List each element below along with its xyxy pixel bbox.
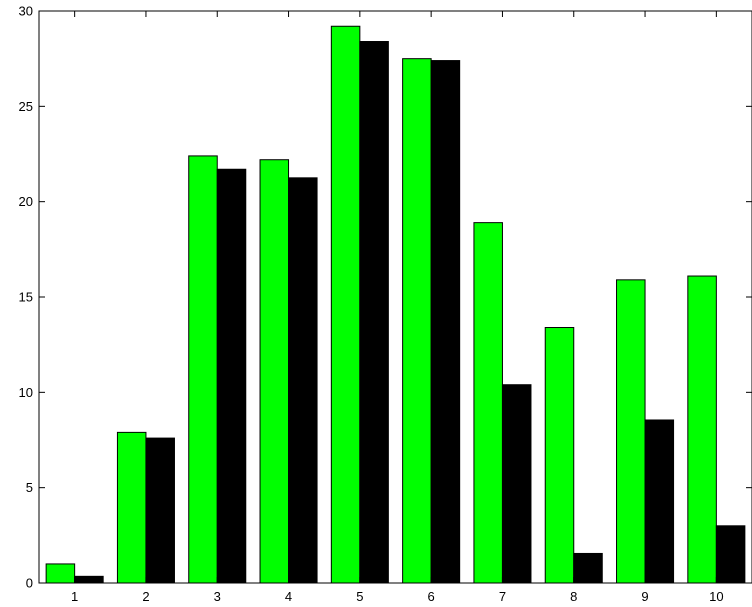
- bar-series1-cat5: [330, 25, 361, 584]
- x-tick-label: 9: [641, 589, 648, 604]
- y-tick-label: 5: [26, 480, 33, 495]
- bar-series2-cat3: [216, 168, 247, 584]
- bar-series1-cat9: [616, 279, 646, 584]
- y-tick-label: 10: [19, 385, 33, 400]
- x-tick-label: 5: [356, 589, 363, 604]
- x-tick-label: 2: [142, 589, 149, 604]
- bar-series1-cat3: [188, 155, 218, 584]
- bar-series2-cat10: [715, 525, 746, 584]
- bar-series1-cat10: [687, 275, 717, 584]
- x-tick-label: 3: [214, 589, 221, 604]
- x-tick-label: 7: [499, 589, 506, 604]
- bar-series1-cat8: [544, 327, 575, 584]
- bar-series2-cat8: [573, 552, 603, 584]
- bar-series2-cat4: [288, 177, 318, 584]
- y-tick-label: 15: [19, 290, 33, 305]
- bar-series1-cat2: [116, 431, 147, 584]
- bar-series1-cat1: [45, 563, 76, 584]
- x-tick-label: 10: [709, 589, 723, 604]
- bar-series2-cat7: [501, 384, 532, 584]
- bar-series2-cat9: [644, 419, 675, 584]
- y-tick-label: 0: [26, 576, 33, 591]
- bars-layer: [45, 25, 746, 584]
- bar-series1-cat6: [402, 58, 432, 584]
- bar-series1-cat4: [259, 159, 290, 584]
- bar-series2-cat6: [430, 60, 461, 584]
- tick-labels-layer: 0 5 10 15 20 25 30 1 2 3 4 5 6 7 8 9 10: [19, 4, 724, 605]
- bar-series2-cat5: [359, 41, 389, 584]
- y-tick-label: 20: [19, 194, 33, 209]
- axes-layer: [38, 10, 752, 584]
- bar-series2-cat2: [145, 437, 175, 584]
- bar-series1-cat7: [473, 222, 503, 584]
- x-tick-label: 1: [71, 589, 78, 604]
- x-tick-label: 8: [570, 589, 577, 604]
- x-tick-label: 4: [285, 589, 292, 604]
- y-tick-label: 30: [19, 4, 33, 19]
- y-tick-label: 25: [19, 99, 33, 114]
- x-tick-label: 6: [428, 589, 435, 604]
- bar-series2-cat1: [74, 575, 104, 584]
